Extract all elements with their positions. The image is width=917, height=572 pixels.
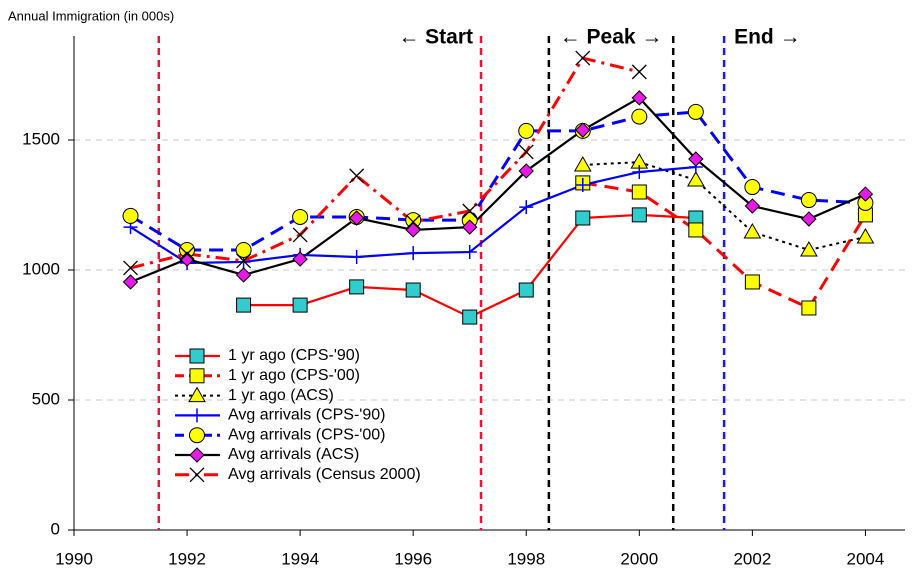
period-label: ← Start	[398, 26, 473, 49]
period-label: ← Peak →	[560, 26, 663, 49]
series-line	[582, 161, 866, 251]
marker	[179, 251, 195, 267]
legend-label: Avg arrivals (Census 2000)	[228, 466, 421, 483]
x-tick-label: 1996	[394, 549, 432, 568]
marker	[631, 64, 647, 80]
marker	[292, 227, 308, 243]
marker	[575, 50, 591, 66]
marker	[405, 282, 421, 298]
marker	[462, 309, 478, 325]
marker	[800, 240, 818, 257]
series-line	[130, 96, 866, 283]
legend-label: Avg arrivals (ACS)	[228, 446, 359, 463]
marker	[575, 177, 590, 192]
x-tick-label: 2004	[847, 549, 885, 568]
legend-label: Avg arrivals (CPS-'00)	[228, 426, 385, 443]
marker	[292, 297, 308, 313]
y-tick-label: 500	[32, 389, 60, 408]
marker	[801, 300, 817, 316]
period-label: End →	[734, 26, 801, 49]
y-tick-label: 1500	[22, 129, 60, 148]
marker	[292, 208, 309, 225]
marker	[575, 122, 591, 138]
marker	[189, 368, 205, 384]
x-tick-label: 1994	[281, 549, 319, 568]
marker	[462, 203, 478, 219]
marker	[856, 227, 875, 244]
marker	[518, 122, 535, 139]
marker	[688, 151, 704, 167]
marker	[857, 186, 874, 202]
marker	[631, 184, 647, 200]
y-tick-label: 1000	[22, 259, 60, 278]
legend-label: 1 yr ago (CPS-'00)	[228, 367, 360, 384]
x-tick-label: 1990	[55, 549, 93, 568]
marker	[188, 386, 206, 403]
marker	[189, 348, 205, 364]
legend: 1 yr ago (CPS-'90) 1 yr ago (CPS-'00) 1 yr…	[175, 347, 421, 483]
x-tick-label: 2000	[620, 549, 658, 568]
marker	[631, 207, 647, 223]
marker	[190, 408, 204, 423]
marker	[405, 214, 421, 230]
series-line	[130, 56, 640, 270]
marker	[122, 207, 139, 224]
y-tick-label: 0	[51, 519, 60, 538]
marker	[688, 222, 704, 238]
marker	[631, 90, 648, 106]
marker	[235, 241, 252, 258]
marker	[179, 246, 195, 262]
marker	[189, 427, 205, 444]
marker	[801, 211, 817, 227]
marker	[744, 274, 760, 290]
marker	[349, 168, 365, 184]
chart-title: Annual Immigration (in 000s)	[8, 8, 174, 23]
marker	[573, 155, 592, 172]
marker	[686, 171, 705, 187]
marker	[518, 144, 534, 160]
marker	[632, 164, 647, 179]
x-tick-label: 1998	[507, 549, 545, 568]
series-line	[129, 110, 866, 252]
series-line	[582, 181, 867, 310]
marker	[349, 279, 365, 295]
marker	[235, 267, 252, 283]
marker	[631, 108, 648, 125]
marker	[744, 179, 761, 196]
marker	[405, 222, 421, 238]
marker	[292, 251, 308, 267]
marker	[189, 447, 205, 463]
marker	[236, 297, 252, 313]
x-tick-label: 1992	[168, 549, 206, 568]
marker	[575, 210, 591, 226]
marker	[123, 260, 138, 276]
marker	[189, 467, 205, 483]
marker	[349, 250, 364, 264]
marker	[236, 253, 252, 269]
marker	[743, 223, 762, 239]
marker	[687, 103, 704, 120]
legend-label: Avg arrivals (CPS-'90)	[228, 407, 385, 424]
marker	[122, 274, 139, 290]
marker	[348, 210, 365, 226]
x-tick-label: 2002	[733, 549, 771, 568]
marker	[519, 200, 534, 215]
marker	[518, 282, 534, 298]
marker	[744, 198, 761, 214]
marker	[462, 245, 477, 260]
marker	[462, 219, 478, 235]
marker	[518, 163, 534, 179]
marker	[800, 192, 817, 209]
marker	[406, 246, 421, 261]
legend-label: 1 yr ago (ACS)	[228, 387, 334, 404]
legend-label: 1 yr ago (CPS-'90)	[228, 347, 360, 364]
